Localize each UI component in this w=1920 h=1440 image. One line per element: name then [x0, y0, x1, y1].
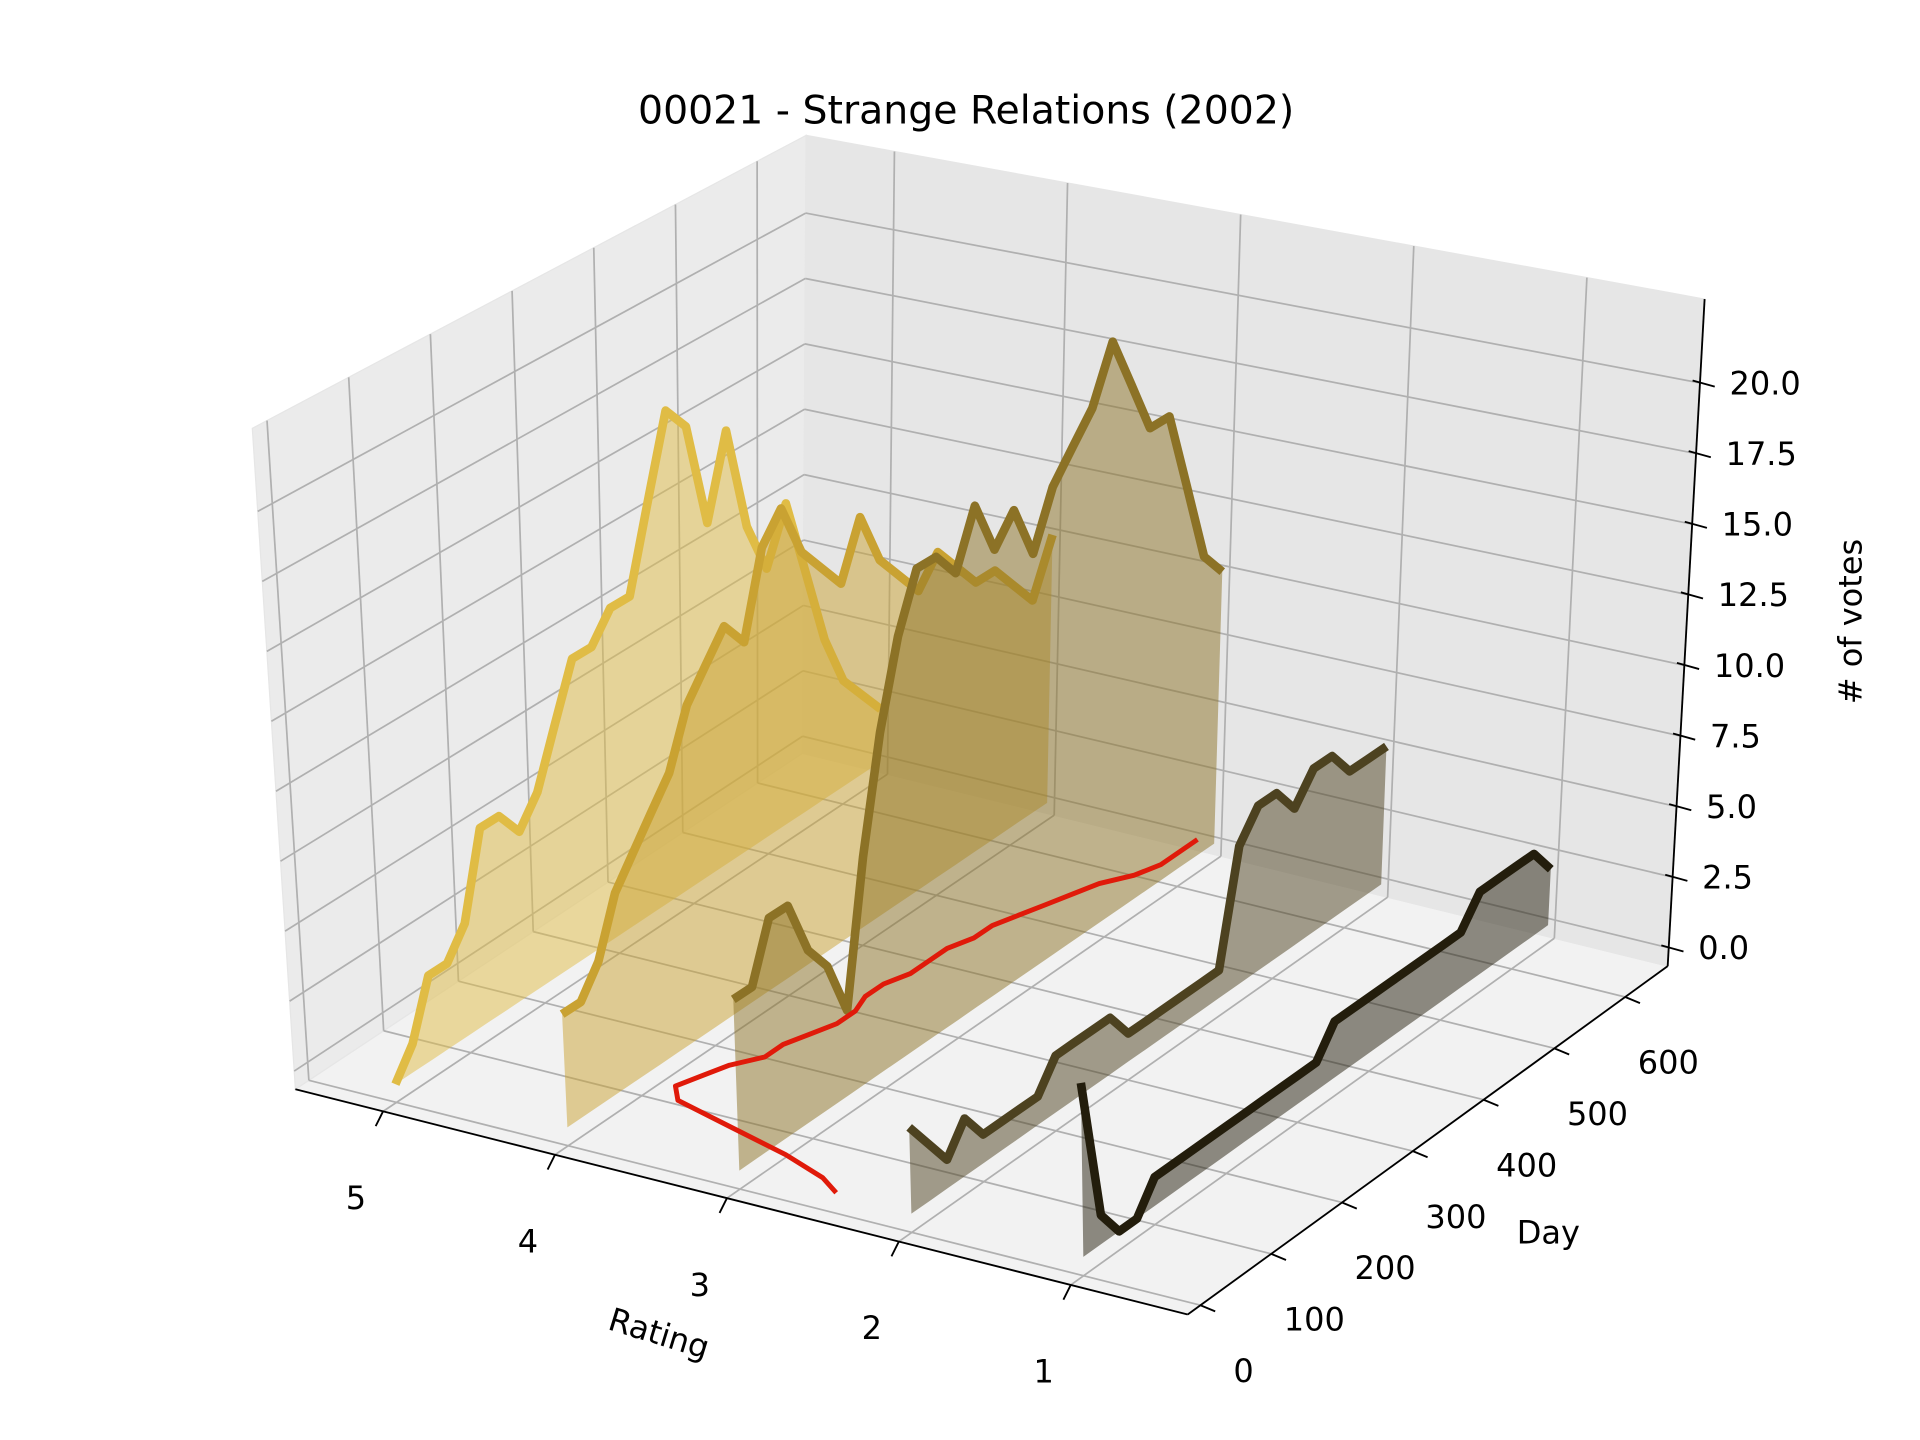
tick-mark	[374, 1110, 384, 1127]
y-tick-label: 200	[1355, 1249, 1416, 1287]
grid-line	[898, 896, 1389, 1243]
series-line	[906, 742, 1389, 1165]
z-axis-label: # of votes	[1831, 539, 1869, 704]
x-tick-label: 3	[690, 1266, 710, 1304]
tick-mark	[1688, 450, 1712, 459]
z-tick-label: 15.0	[1722, 506, 1793, 544]
y-tick-label: 300	[1425, 1198, 1486, 1236]
tick-mark	[1680, 591, 1704, 600]
tick-mark	[1684, 520, 1708, 529]
tick-mark	[890, 1241, 900, 1257]
z-tick-label: 10.0	[1714, 647, 1785, 685]
grid-line	[429, 334, 460, 982]
grid-line	[347, 377, 385, 1031]
chart-title: 00021 - Strange Relations (2002)	[638, 88, 1294, 134]
tick-mark	[1483, 1098, 1499, 1107]
series-line	[730, 337, 1226, 1015]
grid-line	[383, 1029, 1272, 1255]
tick-mark	[1672, 732, 1696, 741]
axis-line	[1666, 299, 1706, 967]
x-tick-label: 4	[518, 1222, 538, 1260]
tick-mark	[718, 1197, 728, 1214]
series-line	[1076, 849, 1554, 1236]
grid-line	[1220, 214, 1242, 857]
y-tick-label: 600	[1638, 1044, 1699, 1082]
grid-line	[266, 343, 806, 653]
grid-line	[266, 420, 310, 1081]
grid-line	[308, 1079, 1201, 1307]
y-tick-label: 0	[1233, 1352, 1253, 1390]
y-tick-label: 100	[1284, 1301, 1345, 1339]
tick-mark	[1270, 1252, 1287, 1261]
y-tick-label: 400	[1496, 1146, 1557, 1184]
tick-mark	[1692, 379, 1715, 388]
y-axis-label: Day	[1517, 1213, 1580, 1251]
z-tick-label: 20.0	[1730, 364, 1801, 402]
grid-line	[803, 473, 1685, 667]
x-tick-label: 2	[862, 1309, 882, 1347]
z-tick-label: 17.5	[1726, 435, 1797, 473]
trace-line	[672, 837, 1199, 1195]
z-tick-label: 2.5	[1702, 859, 1753, 897]
z-tick-label: 0.0	[1698, 929, 1749, 967]
grid-line	[804, 408, 1689, 596]
z-tick-label: 12.5	[1718, 576, 1789, 614]
grid-line	[261, 277, 806, 583]
grid-line	[805, 212, 1701, 384]
z-tick-label: 5.0	[1706, 788, 1757, 826]
tick-mark	[1200, 1304, 1216, 1313]
x-tick-label: 5	[346, 1179, 366, 1217]
tick-mark	[1554, 1047, 1570, 1056]
grid-line	[257, 212, 807, 513]
x-axis-label: Rating	[604, 1300, 714, 1367]
grid-line	[1553, 277, 1588, 939]
axis-line	[295, 1088, 1188, 1316]
tick-mark	[1668, 803, 1692, 812]
tick-mark	[546, 1154, 556, 1170]
z-tick-label: 7.5	[1710, 717, 1761, 755]
x-tick-label: 1	[1034, 1353, 1054, 1391]
tick-mark	[1661, 944, 1684, 953]
tick-mark	[1676, 662, 1700, 670]
tick-mark	[1664, 873, 1688, 882]
series-fill	[909, 746, 1387, 1214]
tick-mark	[1062, 1284, 1072, 1301]
grid-line	[1386, 246, 1415, 898]
tick-mark	[1412, 1150, 1428, 1159]
grid-line	[726, 855, 1222, 1199]
grid-line	[805, 277, 1697, 455]
tick-mark	[1341, 1201, 1358, 1210]
y-tick-label: 500	[1567, 1095, 1628, 1133]
axis-line	[1187, 965, 1669, 1316]
grid-line	[1070, 937, 1555, 1286]
tick-mark	[1624, 996, 1641, 1004]
grid-line	[804, 343, 1693, 526]
